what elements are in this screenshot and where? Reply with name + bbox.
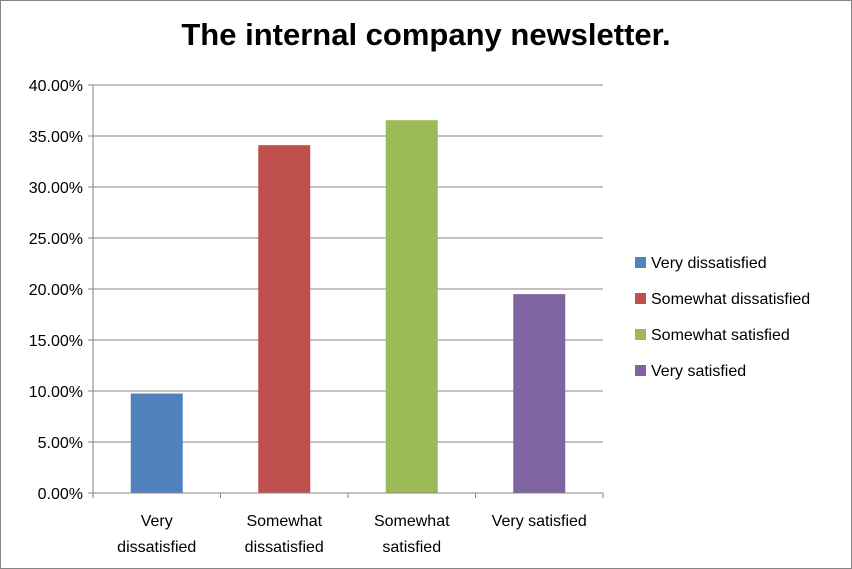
gridlines: [88, 84, 603, 494]
x-category-label: dissatisfied: [245, 539, 324, 556]
y-tick-label: 10.00%: [29, 384, 83, 401]
x-category-label: dissatisfied: [117, 539, 196, 556]
x-category-label: satisfied: [382, 539, 441, 556]
legend-swatch: [635, 257, 646, 268]
x-category-label: Very satisfied: [492, 513, 587, 530]
x-axis-category-labels: Very dissatisfied Somewhat dissatisfied Some…: [117, 513, 587, 556]
legend-label: Very satisfied: [651, 363, 746, 380]
x-category-label: Very: [141, 513, 173, 530]
bar: [385, 120, 438, 493]
y-tick-label: 35.00%: [29, 129, 83, 146]
bar: [130, 393, 183, 493]
x-category-label: Somewhat: [246, 513, 322, 530]
bar: [513, 294, 566, 493]
y-tick-label: 5.00%: [38, 435, 83, 452]
legend-label: Somewhat dissatisfied: [651, 291, 810, 308]
y-tick-label: 15.00%: [29, 333, 83, 350]
x-category-label: Somewhat: [374, 513, 450, 530]
axes: [92, 85, 603, 494]
legend: Very dissatisfied Somewhat dissatisfied So…: [635, 255, 810, 380]
y-axis-tick-labels: 0.00% 5.00% 10.00% 15.00% 20.00% 25.00% 30.00%…: [29, 78, 83, 503]
y-tick-label: 25.00%: [29, 231, 83, 248]
chart-title: The internal company newsletter.: [181, 17, 671, 52]
y-tick-label: 40.00%: [29, 78, 83, 95]
legend-label: Somewhat satisfied: [651, 327, 790, 344]
y-tick-label: 20.00%: [29, 282, 83, 299]
y-tick-label: 0.00%: [38, 486, 83, 503]
y-tick-label: 30.00%: [29, 180, 83, 197]
legend-swatch: [635, 293, 646, 304]
legend-swatch: [635, 329, 646, 340]
legend-swatch: [635, 365, 646, 376]
bar: [258, 145, 311, 493]
legend-label: Very dissatisfied: [651, 255, 767, 272]
bars: [92, 120, 604, 498]
